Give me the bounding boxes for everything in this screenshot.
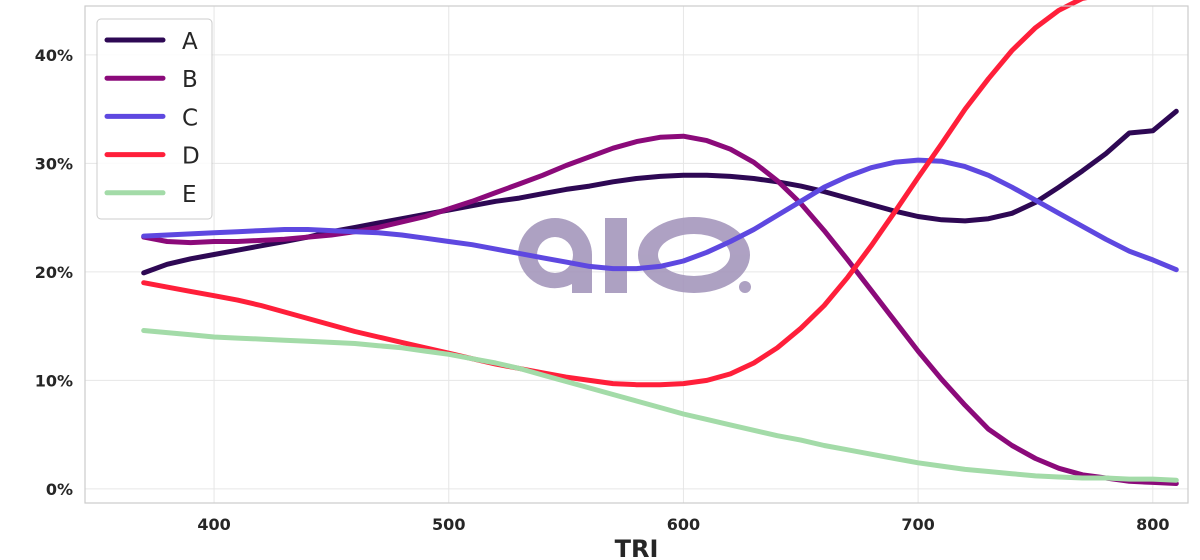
- x-tick-label: 800: [1136, 515, 1169, 534]
- y-tick-label: 10%: [35, 371, 73, 390]
- x-tick-label: 700: [901, 515, 934, 534]
- x-tick-label: 500: [432, 515, 465, 534]
- series-line-c: [141, 157, 1179, 273]
- logo-a-shape: [518, 218, 592, 293]
- y-tick-label: 0%: [46, 480, 73, 499]
- watermark-logo: [518, 217, 751, 293]
- x-tick-label: 400: [197, 515, 230, 534]
- x-axis-title: TRI: [615, 535, 659, 560]
- legend-label: A: [182, 29, 198, 55]
- aio-logo-mark: [518, 217, 751, 293]
- legend-label: B: [182, 67, 198, 93]
- series-lines: [141, 0, 1179, 486]
- y-axis-ticks: 0% 10% 20% 30% 40%: [35, 46, 73, 499]
- logo-o-shape: [638, 217, 750, 293]
- legend-label: E: [182, 182, 197, 208]
- plot-area-frame: [84, 5, 1189, 504]
- logo-i-shape: [605, 218, 627, 293]
- x-tick-label: 600: [667, 515, 700, 534]
- series-line-b: [141, 133, 1179, 486]
- x-axis-ticks: 400 500 600 700 800: [197, 515, 1169, 534]
- legend-label: D: [182, 144, 200, 170]
- y-tick-label: 20%: [35, 263, 73, 282]
- legend-box: [96, 18, 213, 220]
- grid: [85, 6, 1188, 503]
- series-line-d: [141, 0, 1088, 388]
- y-tick-label: 40%: [35, 46, 73, 65]
- series-line-e: [141, 328, 1179, 483]
- legend-label: C: [182, 105, 198, 131]
- y-tick-label: 30%: [35, 154, 73, 173]
- logo-dot-shape: [739, 281, 751, 293]
